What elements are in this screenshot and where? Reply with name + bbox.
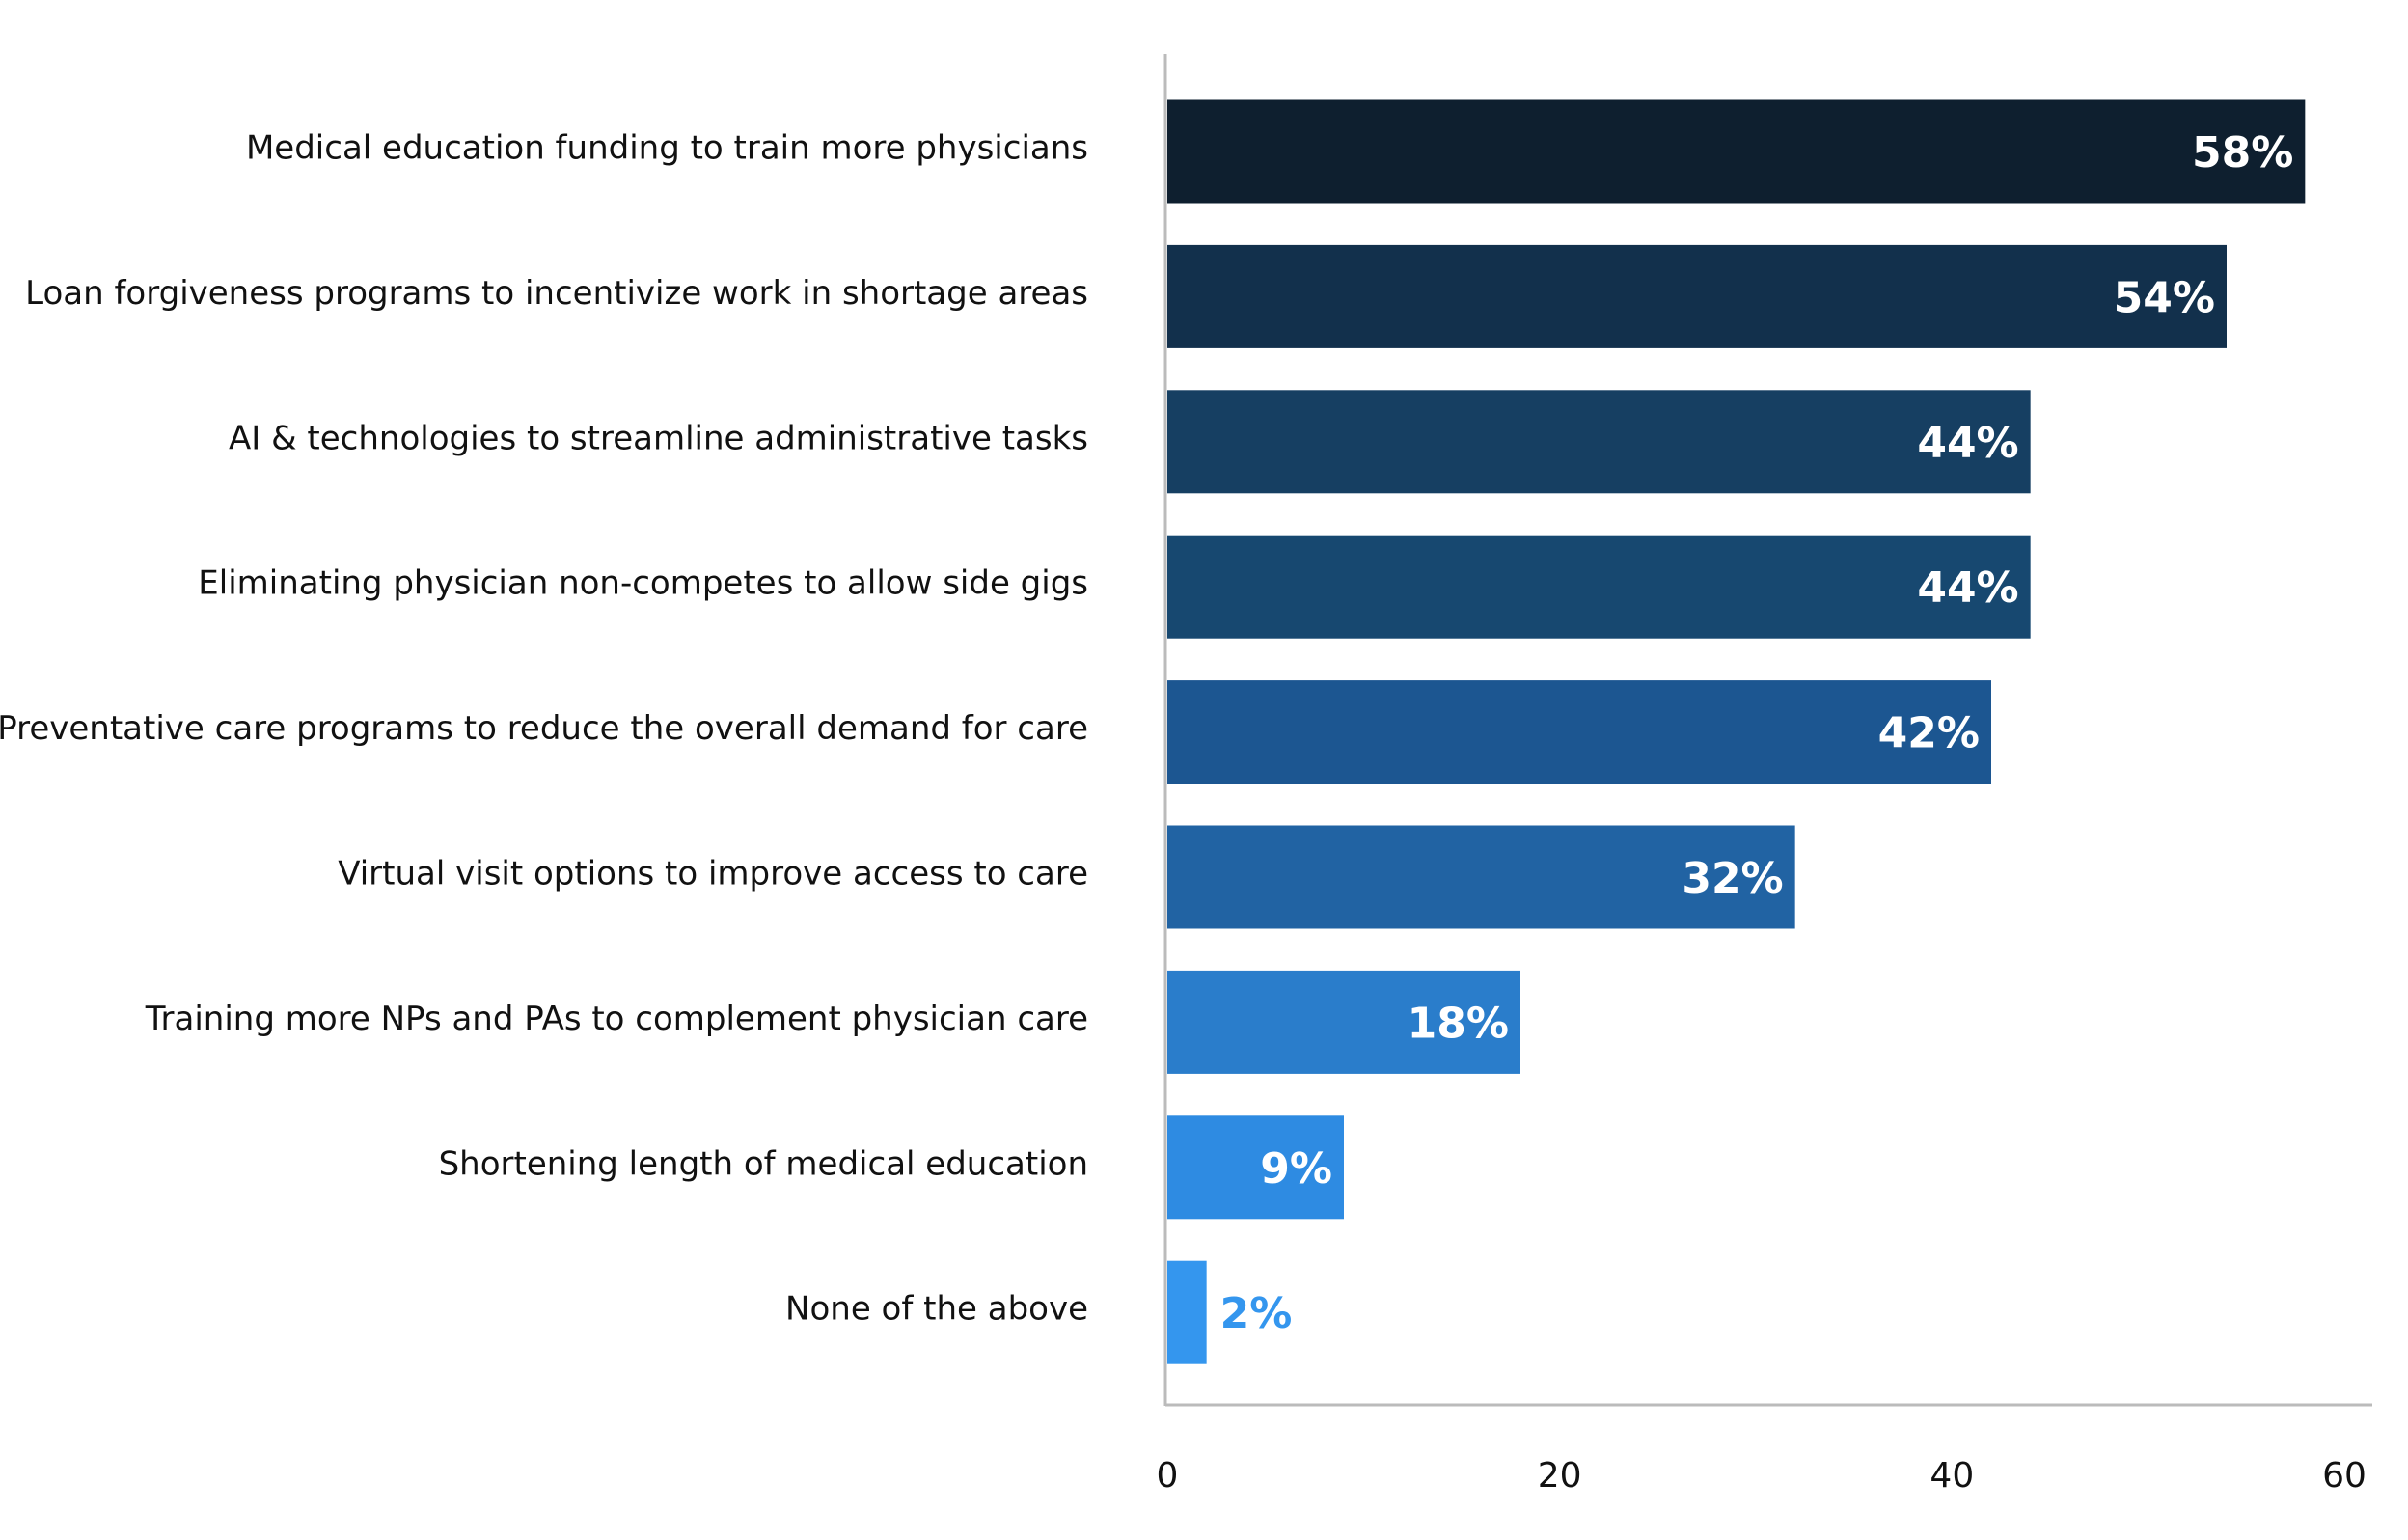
bar xyxy=(1167,680,1991,784)
value-label: 44% xyxy=(1917,419,2018,468)
bar xyxy=(1167,244,2227,348)
x-tick-label: 40 xyxy=(1929,1456,1974,1496)
bar xyxy=(1167,99,2306,204)
value-label: 2% xyxy=(1220,1289,1293,1338)
x-tick-label: 0 xyxy=(1157,1456,1179,1496)
bar xyxy=(1167,390,2031,494)
value-label: 42% xyxy=(1878,709,1980,758)
value-label: 58% xyxy=(2192,128,2293,178)
category-label: Medical education funding to train more … xyxy=(246,129,1088,168)
category-label: Eliminating physician non-competes to al… xyxy=(198,564,1088,603)
category-label: Loan forgiveness programs to incentivize… xyxy=(25,274,1088,313)
category-label: Shortening length of medical education xyxy=(439,1144,1088,1183)
bar xyxy=(1167,825,1795,929)
category-label: Preventative care programs to reduce the… xyxy=(0,709,1088,748)
category-label: AI & technologies to streamline administ… xyxy=(229,419,1088,457)
value-label: 9% xyxy=(1260,1144,1332,1194)
bar xyxy=(1167,1115,1344,1220)
x-tick-label: 60 xyxy=(2322,1456,2367,1496)
category-label: Virtual visit options to improve access … xyxy=(338,855,1088,894)
value-label: 44% xyxy=(1917,564,2018,613)
bar xyxy=(1167,1260,1207,1364)
bar xyxy=(1167,970,1520,1074)
category-label: Training more NPs and PAs to complement … xyxy=(145,1000,1088,1038)
category-label: None of the above xyxy=(785,1290,1088,1329)
value-label: 32% xyxy=(1682,854,1783,903)
x-tick-label: 20 xyxy=(1538,1456,1582,1496)
value-label: 54% xyxy=(2114,273,2215,322)
bar xyxy=(1167,535,2031,639)
value-label: 18% xyxy=(1408,999,1509,1048)
